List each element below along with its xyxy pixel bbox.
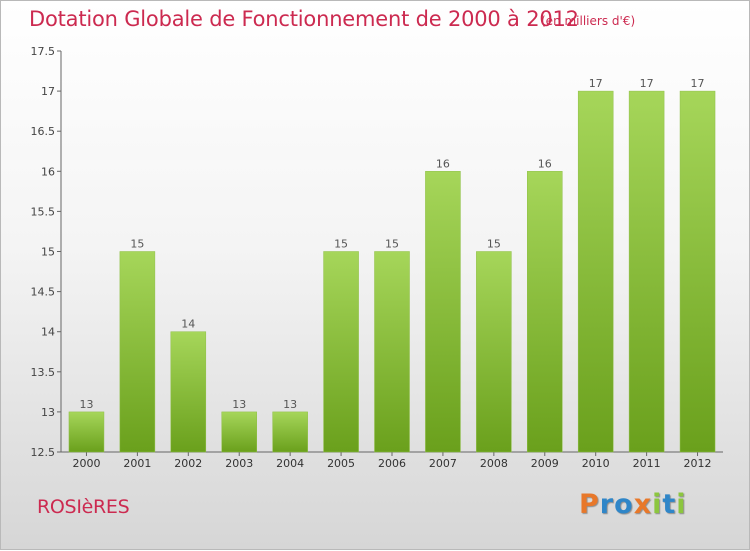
logo-letter: P <box>579 489 600 520</box>
y-tick-label: 17.5 <box>31 45 56 58</box>
logo-letter: o <box>614 489 634 520</box>
value-label-2009: 16 <box>538 157 552 170</box>
value-label-2005: 15 <box>334 238 348 251</box>
x-tick-label: 2010 <box>582 457 610 470</box>
y-tick-label: 15 <box>41 246 55 259</box>
chart-subtitle: (en milliers d'€) <box>541 14 636 28</box>
value-label-2012: 17 <box>691 77 705 90</box>
value-label-2004: 13 <box>283 398 297 411</box>
town-name: ROSIèRES <box>37 496 130 518</box>
bar-2009 <box>527 171 563 453</box>
value-label-2001: 15 <box>130 238 144 251</box>
bar-2007 <box>425 171 461 453</box>
logo-letter: i <box>652 489 663 520</box>
value-label-2000: 13 <box>79 398 93 411</box>
x-tick-label: 2001 <box>123 457 151 470</box>
bar-2008 <box>476 251 512 453</box>
bar-2005 <box>323 251 359 453</box>
x-tick-label: 2002 <box>174 457 202 470</box>
value-label-2008: 15 <box>487 238 501 251</box>
y-tick-label: 17 <box>41 85 55 98</box>
bar-2002 <box>170 331 207 453</box>
x-tick-label: 2012 <box>684 457 712 470</box>
y-tick-label: 12.5 <box>31 446 56 459</box>
x-tick-label: 2008 <box>480 457 508 470</box>
value-label-2011: 17 <box>640 77 654 90</box>
bar-2011 <box>628 90 665 453</box>
logo-letter: i <box>676 489 687 520</box>
y-tick-label: 16 <box>41 165 55 178</box>
x-tick-label: 2005 <box>327 457 355 470</box>
y-tick-label: 15.5 <box>31 205 56 218</box>
y-tick-label: 14.5 <box>31 286 56 299</box>
x-tick-label: 2009 <box>531 457 559 470</box>
y-tick-label: 13.5 <box>31 366 56 379</box>
bar-2001 <box>119 251 156 453</box>
x-tick-label: 2011 <box>633 457 661 470</box>
logo-letter: r <box>599 489 615 520</box>
bar-2010 <box>577 90 614 453</box>
bar-2000 <box>68 411 105 453</box>
x-tick-label: 2007 <box>429 457 457 470</box>
y-tick-label: 13 <box>41 406 55 419</box>
x-tick-label: 2000 <box>72 457 100 470</box>
x-tick-label: 2004 <box>276 457 304 470</box>
x-tick-label: 2006 <box>378 457 406 470</box>
chart-title: Dotation Globale de Fonctionnement de 20… <box>29 7 579 31</box>
x-tick-label: 2003 <box>225 457 253 470</box>
logo-letter: t <box>662 489 677 520</box>
value-label-2002: 14 <box>181 318 195 331</box>
y-tick-label: 16.5 <box>31 125 56 138</box>
value-label-2006: 15 <box>385 238 399 251</box>
bar-2012 <box>679 90 716 453</box>
value-label-2007: 16 <box>436 157 450 170</box>
y-tick-label: 14 <box>41 326 55 339</box>
bar-2006 <box>374 251 410 453</box>
logo-letter: x <box>633 489 653 520</box>
bar-2004 <box>272 411 308 453</box>
value-label-2010: 17 <box>589 77 603 90</box>
bar-2003 <box>221 411 257 453</box>
value-label-2003: 13 <box>232 398 246 411</box>
proxiti-logo: Proxiti <box>579 489 687 520</box>
